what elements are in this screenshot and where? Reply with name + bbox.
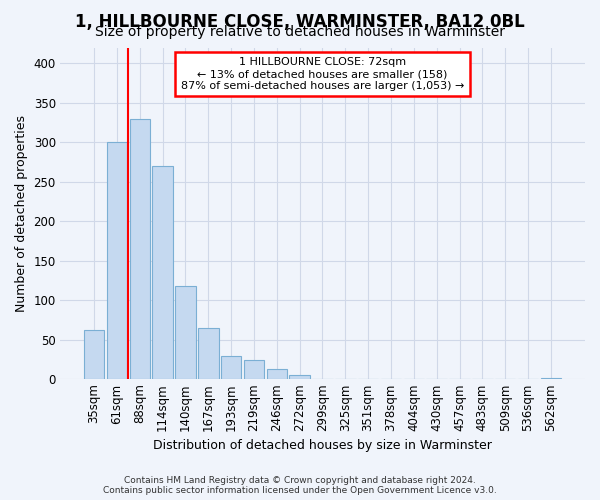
Bar <box>541 378 561 380</box>
Bar <box>312 378 333 380</box>
Text: Size of property relative to detached houses in Warminster: Size of property relative to detached ho… <box>95 25 505 39</box>
Bar <box>335 378 356 380</box>
Bar <box>244 360 264 380</box>
Bar <box>130 118 150 380</box>
Bar <box>198 328 218 380</box>
Bar <box>221 356 241 380</box>
Text: Contains HM Land Registry data © Crown copyright and database right 2024.
Contai: Contains HM Land Registry data © Crown c… <box>103 476 497 495</box>
Bar <box>84 330 104 380</box>
Bar <box>107 142 127 380</box>
Text: 1, HILLBOURNE CLOSE, WARMINSTER, BA12 0BL: 1, HILLBOURNE CLOSE, WARMINSTER, BA12 0B… <box>75 12 525 30</box>
Text: 1 HILLBOURNE CLOSE: 72sqm
← 13% of detached houses are smaller (158)
87% of semi: 1 HILLBOURNE CLOSE: 72sqm ← 13% of detac… <box>181 58 464 90</box>
Y-axis label: Number of detached properties: Number of detached properties <box>15 115 28 312</box>
Bar <box>152 166 173 380</box>
Bar <box>266 369 287 380</box>
X-axis label: Distribution of detached houses by size in Warminster: Distribution of detached houses by size … <box>153 440 492 452</box>
Bar <box>289 376 310 380</box>
Bar <box>175 286 196 380</box>
